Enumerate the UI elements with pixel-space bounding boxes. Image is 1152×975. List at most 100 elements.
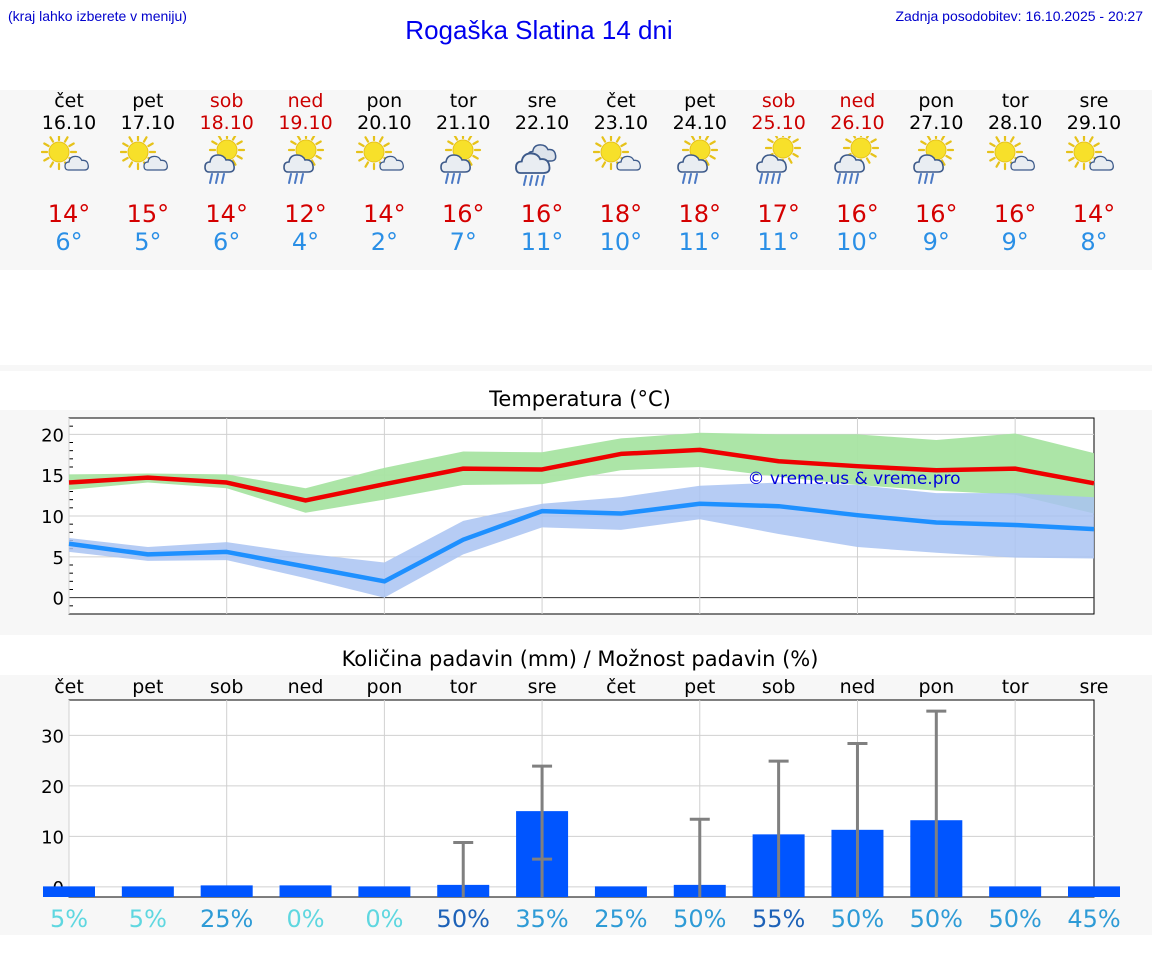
precip-day-label: čet: [54, 676, 84, 698]
y-tick-label: 10: [41, 827, 64, 848]
y-tick-label: 0: [53, 589, 64, 610]
watermark: © vreme.us & vreme.pro: [747, 469, 960, 489]
forecast-day: pon 20.10 14° 2°: [344, 90, 424, 256]
day-name: ned: [839, 90, 876, 112]
rain-cloud-icon: [515, 144, 557, 186]
sun-rain-cloud-icon: [440, 136, 482, 184]
precip-error-bar: [768, 759, 789, 897]
forecast-day: čet 16.10 14° 6°: [29, 90, 109, 256]
divider: [0, 365, 1152, 371]
max-temp: 16°: [915, 200, 958, 228]
min-temp: 8°: [1080, 228, 1108, 256]
day-name: pet: [132, 90, 164, 112]
day-date: 25.10: [751, 112, 806, 134]
precip-day-label: pet: [684, 676, 715, 698]
day-date: 19.10: [278, 112, 333, 134]
day-date: 20.10: [357, 112, 412, 134]
day-date: 16.10: [41, 112, 97, 134]
y-tick-label: 20: [41, 777, 64, 798]
min-temp: 4°: [291, 228, 320, 256]
precipitation-chart-title: Količina padavin (mm) / Možnost padavin …: [341, 647, 819, 671]
y-tick-label: 20: [41, 425, 64, 446]
precip-probability: 50%: [910, 905, 963, 933]
precip-day-label: sre: [1080, 676, 1109, 698]
day-name: sob: [209, 90, 244, 112]
precip-day-label: tor: [450, 676, 477, 698]
day-name: sre: [1079, 90, 1109, 112]
temperature-chart-title: Temperatura (°C): [489, 387, 671, 411]
precip-bar: [279, 885, 332, 897]
precip-probability: 45%: [1067, 905, 1120, 933]
day-date: 24.10: [672, 112, 727, 134]
precip-day-label: ned: [288, 676, 324, 698]
precip-bar: [989, 886, 1042, 897]
max-temp-band: [69, 432, 1094, 514]
day-name: čet: [606, 90, 636, 112]
precip-day-label: pon: [367, 676, 403, 698]
precip-probability: 50%: [988, 905, 1041, 933]
day-name: čet: [54, 90, 84, 112]
day-date: 29.10: [1066, 112, 1122, 134]
precip-probability: 55%: [752, 905, 805, 933]
min-temp: 7°: [449, 228, 477, 256]
sun-cloud-icon: [987, 136, 1036, 171]
precip-bar: [594, 886, 647, 897]
forecast-day: tor 28.10 16° 9°: [975, 90, 1055, 256]
day-name: tor: [449, 90, 477, 112]
precip-day-label: pet: [132, 676, 163, 698]
max-temp: 16°: [520, 200, 564, 228]
min-temp: 10°: [836, 228, 879, 256]
forecast-day: sob 18.10 14° 6°: [187, 90, 267, 256]
day-name: pon: [366, 90, 403, 112]
min-temp: 10°: [599, 228, 643, 256]
forecast-day: pon 27.10 16° 9°: [896, 90, 976, 256]
precip-bar: [200, 885, 253, 897]
min-temp: 5°: [134, 228, 162, 256]
precip-probability: 25%: [594, 905, 647, 933]
min-temp: 9°: [922, 228, 950, 256]
forecast-day: sob 25.10 17° 11°: [739, 90, 819, 256]
sun-cloud-icon: [119, 136, 168, 171]
page-title: Rogaška Slatina 14 dni: [405, 15, 673, 45]
precip-probability: 50%: [831, 905, 884, 933]
precip-bar: [43, 886, 95, 897]
day-name: sob: [761, 90, 796, 112]
forecast-day: ned 26.10 16° 10°: [817, 90, 897, 256]
y-tick-label: 30: [41, 726, 64, 747]
precip-probability: 5%: [50, 905, 88, 933]
max-temp: 18°: [599, 200, 643, 228]
sun-heavy-rain-icon: [755, 136, 801, 184]
precip-probability: 0%: [286, 905, 324, 933]
precip-error-bar: [453, 840, 474, 897]
min-temp: 2°: [370, 228, 399, 256]
day-date: 22.10: [514, 112, 570, 134]
day-date: 28.10: [987, 112, 1043, 134]
day-date: 21.10: [436, 112, 491, 134]
precip-error-bar: [847, 741, 868, 897]
day-name: pon: [918, 90, 955, 112]
forecast-panel: [0, 90, 1152, 270]
sun-rain-cloud-icon: [203, 136, 245, 184]
sun-cloud-icon: [592, 136, 641, 171]
precipitation-chart: čet pet sob ned pon tor sre čet pet sob ned pon tor s…: [41, 676, 1121, 933]
forecast-day: pet 24.10 18° 11°: [660, 90, 740, 256]
min-temp: 11°: [678, 228, 722, 256]
max-temp-line: [68, 447, 1095, 503]
max-temp: 12°: [284, 200, 327, 228]
min-temp: 9°: [1001, 228, 1029, 256]
max-temp: 16°: [836, 200, 879, 228]
day-date: 17.10: [120, 112, 176, 134]
y-tick-label: 5: [53, 548, 64, 569]
day-name: sre: [527, 90, 557, 112]
sun-cloud-icon: [1066, 136, 1114, 171]
sun-cloud-icon: [356, 136, 405, 171]
precip-day-label: sob: [762, 676, 796, 698]
day-date: 18.10: [199, 112, 254, 134]
sun-heavy-rain-icon: [834, 136, 880, 184]
precip-error-bar: [926, 709, 947, 897]
sun-rain-cloud-icon: [282, 136, 324, 184]
forecast-day: ned 19.10 12° 4°: [266, 90, 346, 256]
precip-probability: 35%: [515, 905, 568, 933]
precip-bar: [358, 886, 411, 897]
precip-bar: [121, 886, 174, 897]
